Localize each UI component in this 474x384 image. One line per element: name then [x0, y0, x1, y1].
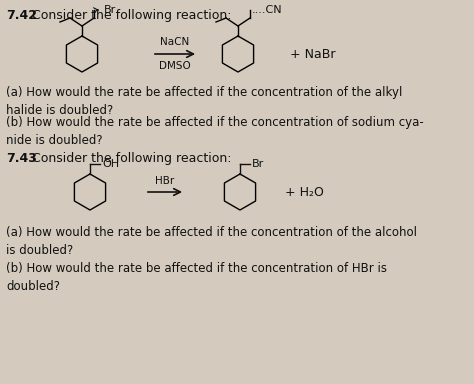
Text: Br: Br	[252, 159, 264, 169]
Text: Br: Br	[104, 5, 116, 15]
Text: HBr: HBr	[155, 176, 174, 186]
Text: (a) How would the rate be affected if the concentration of the alcohol
is double: (a) How would the rate be affected if th…	[6, 226, 417, 257]
Text: 7.43: 7.43	[6, 152, 37, 165]
Text: OH: OH	[102, 159, 119, 169]
Text: ....CN: ....CN	[252, 5, 283, 15]
Text: 7.42: 7.42	[6, 9, 37, 22]
Text: Consider the following reaction:: Consider the following reaction:	[32, 152, 231, 165]
Text: (a) How would the rate be affected if the concentration of the alkyl
halide is d: (a) How would the rate be affected if th…	[6, 86, 402, 117]
Text: (b) How would the rate be affected if the concentration of HBr is
doubled?: (b) How would the rate be affected if th…	[6, 262, 387, 293]
Text: NaCN: NaCN	[160, 37, 190, 47]
Text: + NaBr: + NaBr	[290, 48, 336, 61]
Text: DMSO: DMSO	[159, 61, 191, 71]
Text: (b) How would the rate be affected if the concentration of sodium cya-
nide is d: (b) How would the rate be affected if th…	[6, 116, 424, 147]
Text: Consider the following reaction:: Consider the following reaction:	[32, 9, 231, 22]
Text: + H₂O: + H₂O	[285, 185, 324, 199]
